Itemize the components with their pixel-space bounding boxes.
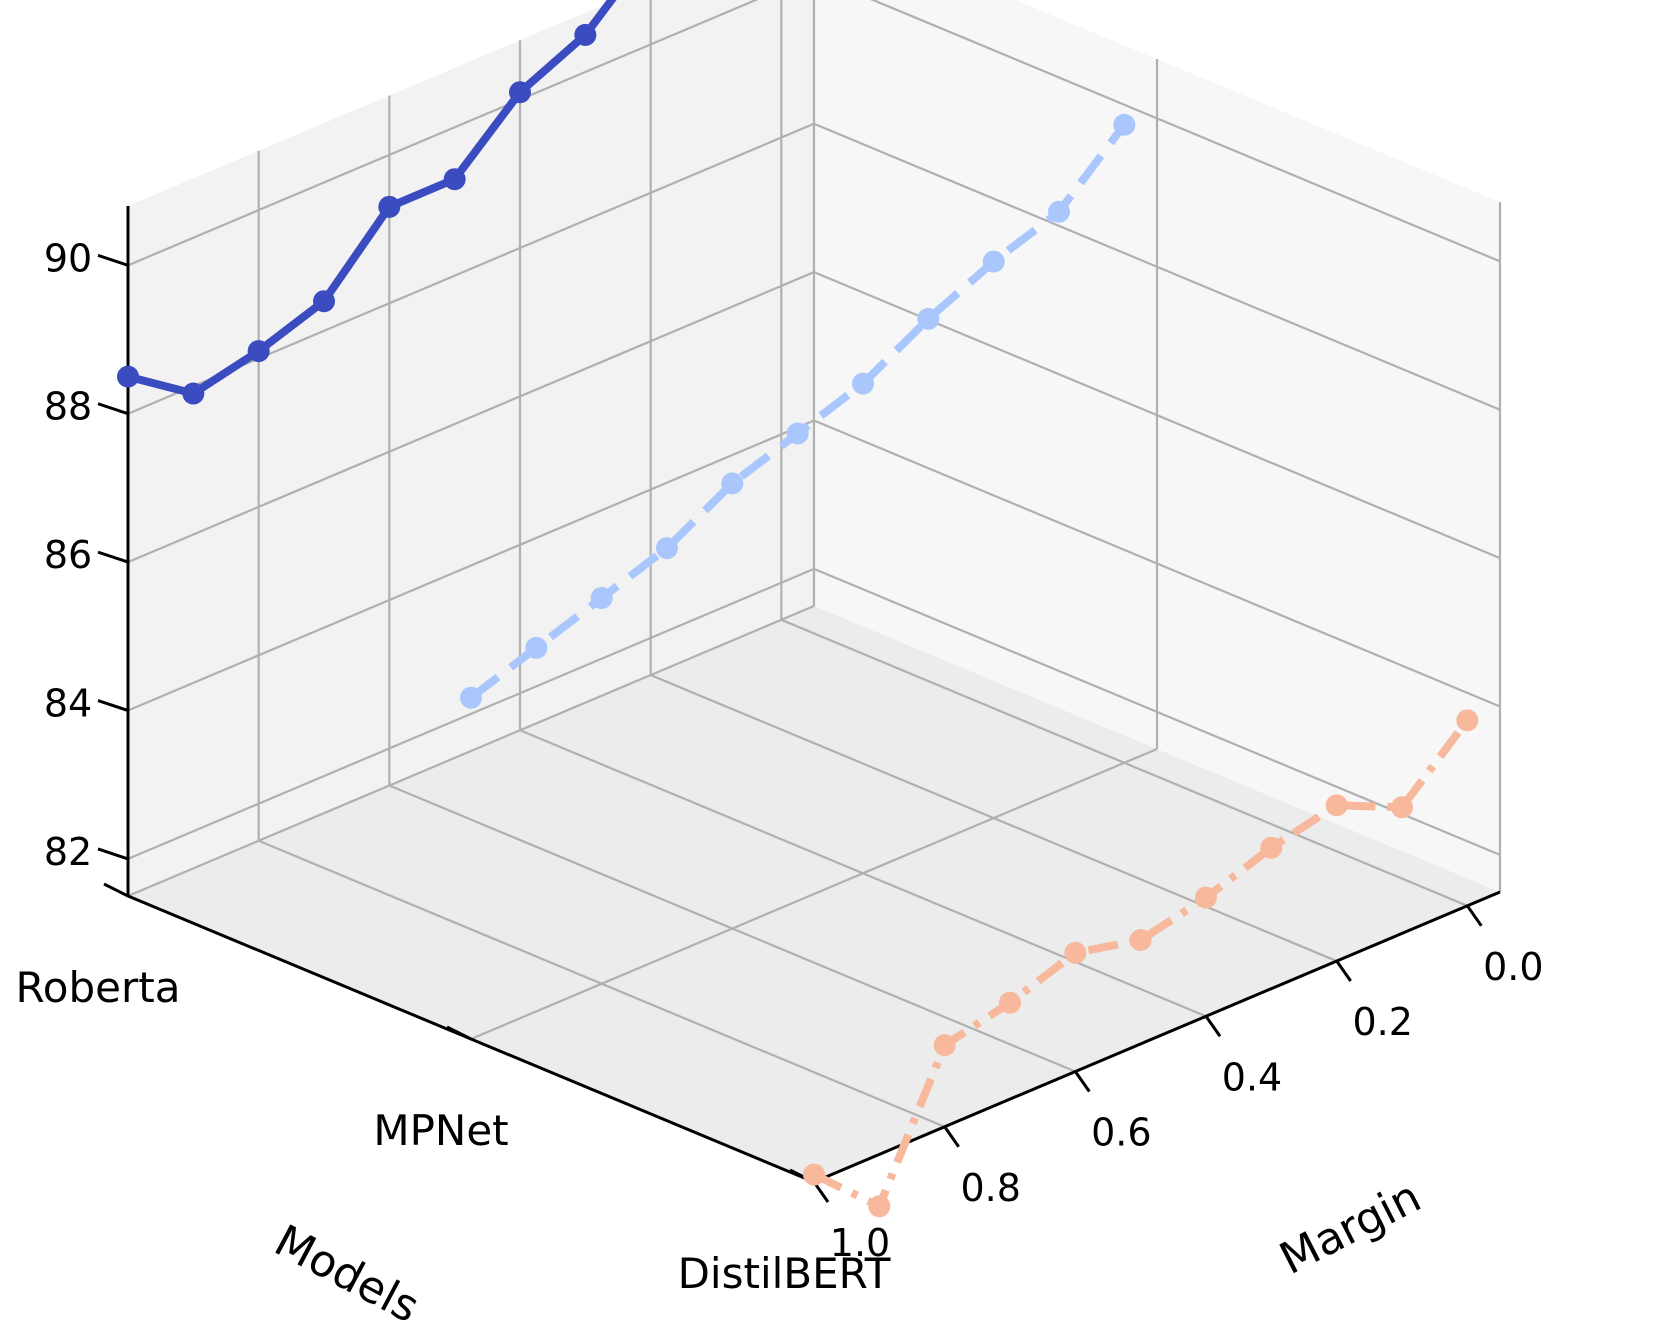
grid-line-value-right: [813, 419, 1501, 708]
series-point-distilbert: [999, 991, 1021, 1014]
axis-lines: [97, 206, 1501, 1203]
series-point-mpnet: [590, 586, 613, 609]
series-point-mpnet: [917, 307, 940, 330]
margin-tick: [812, 1181, 830, 1203]
value-tick-label: 88: [44, 385, 92, 429]
margin-tick: [1466, 904, 1483, 927]
series-point-roberta: [182, 382, 205, 405]
value-tick: [97, 699, 129, 712]
series-point-roberta: [443, 168, 466, 191]
margin-tick-label: 1.0: [830, 1221, 890, 1265]
series-point-mpnet: [1048, 200, 1070, 223]
model-tick: [103, 882, 129, 898]
grid-line-value-left: [127, 567, 815, 860]
margin-tick-label: 0.2: [1352, 1000, 1412, 1044]
margin-tick: [943, 1125, 960, 1148]
margin-tick: [1204, 1015, 1222, 1038]
series-point-mpnet: [525, 636, 548, 659]
series-point-distilbert: [1260, 836, 1283, 859]
series-point-roberta: [378, 195, 401, 218]
grid-line-model-floor: [470, 747, 1158, 1041]
series-point-mpnet: [721, 472, 744, 495]
x-axis-label: Margin: [1272, 1171, 1429, 1285]
margin-tick-label: 0.8: [960, 1166, 1020, 1210]
series-point-distilbert: [1195, 886, 1217, 909]
series-point-mpnet: [982, 250, 1005, 273]
pane-left: [128, 0, 814, 896]
grid-line-value-left: [127, 0, 759, 267]
value-tick: [97, 402, 129, 416]
series-point-mpnet: [460, 686, 482, 709]
series-point-mpnet: [786, 422, 809, 445]
series-point-distilbert: [1391, 796, 1413, 819]
series-point-roberta: [117, 365, 139, 388]
value-tick-label: 86: [44, 533, 92, 577]
value-tick-label: 84: [44, 682, 92, 726]
grid-line-value-left: [127, 419, 815, 712]
series-point-distilbert: [1325, 794, 1348, 817]
series-point-roberta: [247, 340, 270, 363]
series-point-distilbert: [868, 1195, 891, 1218]
series-line-distilbert: [812, 717, 1471, 1211]
grid-line-value-right: [870, 0, 1501, 263]
series-point-roberta: [509, 81, 531, 104]
margin-tick-label: 0.6: [1091, 1111, 1151, 1155]
grid-line-value-right: [813, 567, 1501, 856]
series-point-distilbert: [1129, 929, 1152, 952]
value-tick: [97, 550, 129, 564]
margin-tick: [1335, 960, 1352, 982]
value-tick: [97, 253, 129, 267]
series-point-distilbert: [1456, 709, 1479, 732]
margin-axis-line: [813, 890, 1501, 1184]
series-point-mpnet: [656, 537, 678, 560]
series-layer: [117, 0, 1479, 1218]
series-point-distilbert: [933, 1034, 956, 1057]
tick-labels: 0.0 0.2 0.4 0.6 0.8 1.0 Roberta MPNet DistilBERT…: [16, 236, 1544, 1298]
series-point-roberta: [574, 23, 597, 46]
series-point-distilbert: [803, 1163, 825, 1186]
y-axis-label: Models: [266, 1215, 427, 1333]
series-point-distilbert: [1064, 941, 1087, 964]
series-point-roberta: [313, 290, 335, 313]
grid-line-model-floor: [127, 604, 815, 898]
margin-tick: [1074, 1070, 1091, 1093]
model-tick: [446, 1025, 472, 1041]
grid-line-value-left: [127, 271, 815, 564]
grid-line-value-right: [813, 122, 1501, 411]
value-tick: [97, 847, 129, 861]
model-tick-label: MPNet: [373, 1106, 508, 1155]
series-point-mpnet: [1113, 113, 1136, 136]
value-tick-label: 82: [44, 830, 92, 874]
series-point-mpnet: [852, 372, 874, 395]
model-tick-label: Roberta: [16, 963, 181, 1012]
model-tick-label: DistilBERT: [678, 1249, 891, 1298]
margin-tick-label: 0.4: [1222, 1055, 1282, 1099]
margin-tick-label: 0.0: [1483, 945, 1543, 989]
value-tick-label: 90: [44, 236, 92, 280]
